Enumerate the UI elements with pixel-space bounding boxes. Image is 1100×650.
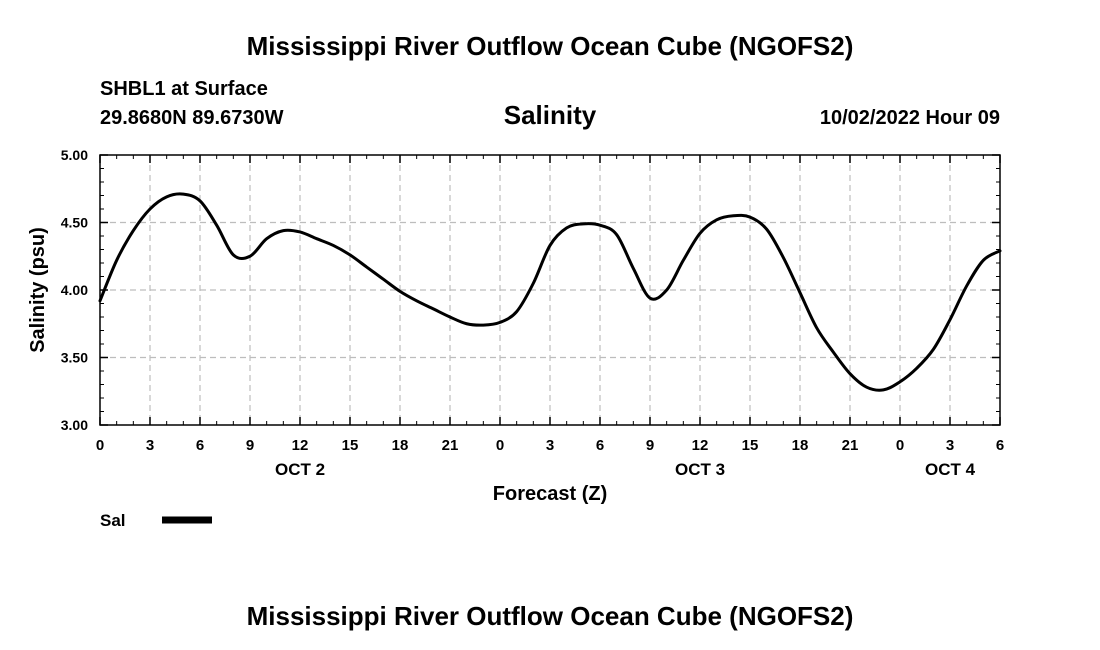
x-tick-label: 0 bbox=[896, 437, 904, 454]
x-tick-label: 21 bbox=[442, 437, 459, 454]
x-tick-label: 12 bbox=[692, 437, 709, 454]
x-tick-label: 3 bbox=[546, 437, 554, 454]
x-tick-label: 3 bbox=[946, 437, 954, 454]
y-tick-label: 5.00 bbox=[61, 147, 88, 163]
x-tick-label: 12 bbox=[292, 437, 309, 454]
x-axis-label: Forecast (Z) bbox=[493, 483, 607, 505]
x-tick-label: 18 bbox=[792, 437, 809, 454]
series-line-sal bbox=[98, 192, 1002, 392]
x-tick-label: 18 bbox=[392, 437, 409, 454]
x-tick-label: 3 bbox=[146, 437, 154, 454]
variable-title: Salinity bbox=[504, 100, 597, 130]
x-tick-label: 6 bbox=[196, 437, 204, 454]
y-tick-label: 3.00 bbox=[61, 417, 88, 433]
y-tick-label: 3.50 bbox=[61, 350, 88, 366]
x-tick-label: 6 bbox=[996, 437, 1004, 454]
x-tick-label: 9 bbox=[246, 437, 254, 454]
footer-title: Mississippi River Outflow Ocean Cube (NG… bbox=[247, 601, 854, 631]
axis-ticks bbox=[99, 154, 1001, 426]
date-labels: OCT 2 OCT 3 OCT 4 bbox=[275, 460, 976, 479]
date-label: OCT 3 bbox=[675, 460, 725, 479]
x-tick-label: 15 bbox=[742, 437, 759, 454]
station-coords: 29.8680N 89.6730W bbox=[100, 107, 284, 129]
y-tick-label: 4.00 bbox=[61, 282, 88, 298]
station-label: SHBL1 at Surface bbox=[100, 78, 268, 100]
x-tick-label: 15 bbox=[342, 437, 359, 454]
forecast-datetime: 10/02/2022 Hour 09 bbox=[820, 107, 1000, 129]
y-tick-labels: 3.00 3.50 4.00 4.50 5.00 bbox=[61, 147, 88, 433]
chart-title: Mississippi River Outflow Ocean Cube (NG… bbox=[247, 31, 854, 61]
x-tick-label: 21 bbox=[842, 437, 859, 454]
x-tick-labels: 0 3 6 9 12 15 18 21 0 3 6 9 12 15 18 21 0 3 6 bbox=[96, 437, 1004, 454]
x-tick-label: 0 bbox=[496, 437, 504, 454]
x-tick-label: 6 bbox=[596, 437, 604, 454]
x-tick-label: 0 bbox=[96, 437, 104, 454]
y-axis-label: Salinity (psu) bbox=[27, 227, 49, 353]
grid-lines bbox=[100, 155, 1000, 425]
date-label: OCT 4 bbox=[925, 460, 976, 479]
date-label: OCT 2 bbox=[275, 460, 325, 479]
legend-label: Sal bbox=[100, 511, 126, 530]
x-tick-label: 9 bbox=[646, 437, 654, 454]
y-tick-label: 4.50 bbox=[61, 215, 88, 231]
